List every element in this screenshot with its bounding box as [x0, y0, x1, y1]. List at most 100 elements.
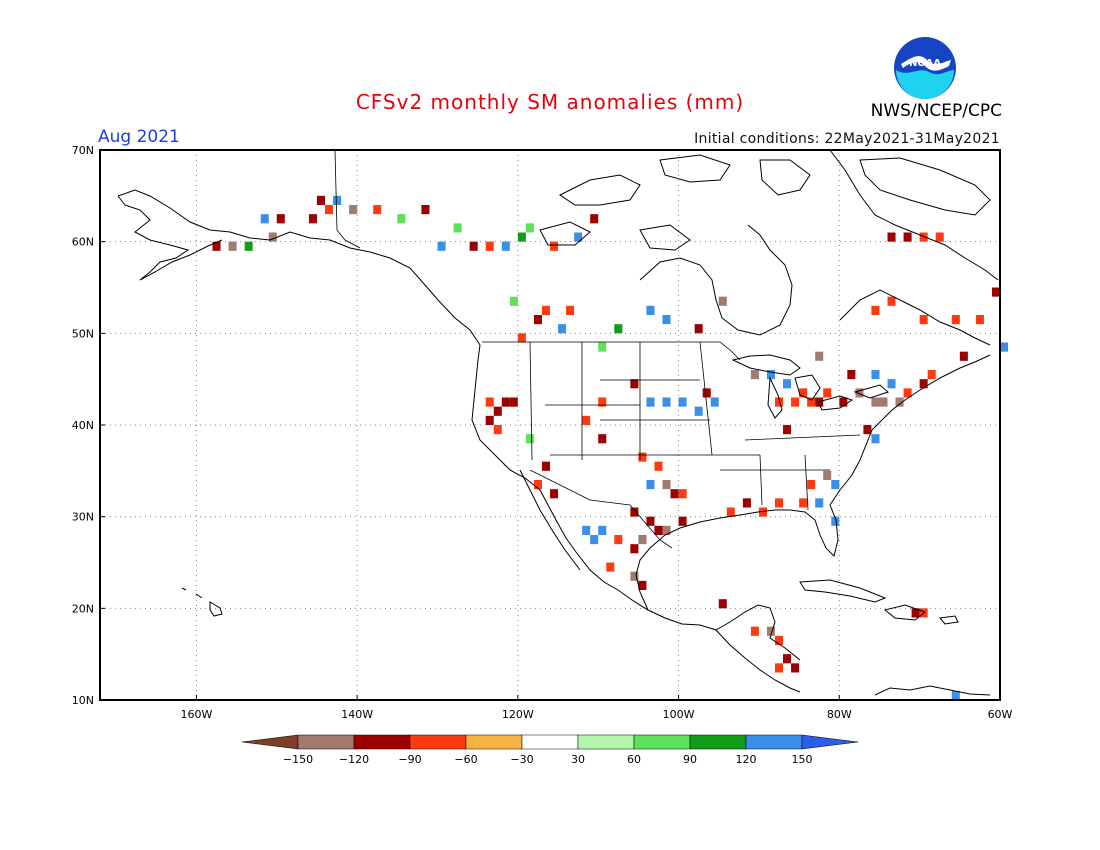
anomaly-cell [276, 214, 285, 224]
anomaly-cell [662, 315, 671, 325]
anomaly-cell [630, 507, 639, 517]
anomaly-cell [879, 397, 888, 407]
legend-swatch [633, 734, 691, 750]
anomaly-cell [791, 397, 800, 407]
anomaly-cell [710, 397, 719, 407]
anomaly-cell [421, 205, 430, 215]
anomaly-cell [541, 305, 550, 315]
anomaly-cell [333, 195, 342, 205]
anomaly-cell [799, 388, 808, 398]
anomaly-cell [501, 397, 510, 407]
anomaly-cell [614, 535, 623, 545]
anomaly-cell [678, 516, 687, 526]
anomaly-cell [469, 241, 478, 251]
latitude-label: 30N [72, 511, 94, 524]
anomaly-cell [654, 525, 663, 535]
anomaly-cell [750, 626, 759, 636]
anomaly-cell [775, 397, 784, 407]
anomaly-cell [839, 397, 848, 407]
anomaly-cell [598, 342, 607, 352]
legend-swatch [577, 734, 635, 750]
anomaly-cell [694, 406, 703, 416]
anomaly-cell [260, 214, 269, 224]
anomaly-cell [654, 461, 663, 471]
anomaly-cell [638, 535, 647, 545]
anomaly-cell [517, 333, 526, 343]
legend-swatch [353, 734, 411, 750]
anomaly-cell [485, 241, 494, 251]
latitude-label: 70N [72, 144, 94, 157]
anomaly-cell [775, 663, 784, 673]
anomaly-cell [807, 397, 816, 407]
anomaly-cell [533, 480, 542, 490]
latitude-label: 60N [72, 236, 94, 249]
anomaly-cell [959, 351, 968, 361]
anomaly-cell [871, 434, 880, 444]
anomaly-cells [212, 195, 1009, 700]
anomaly-cell [662, 525, 671, 535]
anomaly-cell [951, 315, 960, 325]
anomaly-cell [919, 232, 928, 242]
legend-swatches [241, 734, 859, 750]
anomaly-cell [678, 397, 687, 407]
anomaly-cell [646, 305, 655, 315]
anomaly-cell [509, 397, 518, 407]
anomaly-cell [493, 425, 502, 435]
anomaly-cell [582, 525, 591, 535]
anomaly-cell [887, 296, 896, 306]
longitude-label: 100W [663, 708, 695, 721]
anomaly-cell [775, 498, 784, 508]
anomaly-cell [831, 480, 840, 490]
anomaly-cell [991, 287, 1000, 297]
anomaly-cell [718, 599, 727, 609]
anomaly-cell [582, 415, 591, 425]
anomaly-cell [887, 379, 896, 389]
anomaly-cell [911, 608, 920, 618]
anomaly-cell [268, 232, 277, 242]
longitude-label: 60W [988, 708, 1013, 721]
anomaly-cell [662, 480, 671, 490]
anomaly-cell [228, 241, 237, 251]
agency-label: NWS/NCEP/CPC [870, 101, 1002, 121]
anomaly-cell [871, 305, 880, 315]
anomaly-cell [935, 232, 944, 242]
anomaly-cell [919, 379, 928, 389]
anomaly-cell [670, 489, 679, 499]
anomaly-cell [349, 205, 358, 215]
anomaly-cell [638, 580, 647, 590]
anomaly-cell [871, 370, 880, 380]
anomaly-cell [823, 388, 832, 398]
legend-swatch [241, 734, 299, 750]
legend-tick-label: 90 [683, 753, 697, 766]
anomaly-cell [308, 214, 317, 224]
legend-swatch [801, 734, 859, 750]
anomaly-cell [831, 516, 840, 526]
anomaly-cell [533, 315, 542, 325]
anomaly-cell [485, 415, 494, 425]
latitude-labels: 70N 60N 50N 40N 30N 20N 10N [72, 144, 105, 707]
anomaly-cell [895, 397, 904, 407]
anomaly-cell [614, 324, 623, 334]
anomaly-cell [766, 626, 775, 636]
anomaly-cell [919, 315, 928, 325]
anomaly-cell [662, 397, 671, 407]
longitude-label: 140W [341, 708, 373, 721]
longitude-label: 80W [827, 708, 852, 721]
anomaly-cell [212, 241, 221, 251]
anomaly-cell [758, 507, 767, 517]
anomaly-cell [550, 489, 559, 499]
anomaly-cell [244, 241, 253, 251]
legend-tick-label: −60 [454, 753, 477, 766]
anomaly-cell [791, 663, 800, 673]
anomaly-cell [590, 535, 599, 545]
legend-tick-label: 150 [792, 753, 813, 766]
anomaly-cell [783, 425, 792, 435]
initial-conditions: Initial conditions: 22May2021-31May2021 [694, 131, 1000, 147]
legend-swatch [297, 734, 355, 750]
anomaly-cell [501, 241, 510, 251]
anomaly-cell [927, 370, 936, 380]
legend-swatch [409, 734, 467, 750]
anomaly-cell [951, 690, 960, 700]
